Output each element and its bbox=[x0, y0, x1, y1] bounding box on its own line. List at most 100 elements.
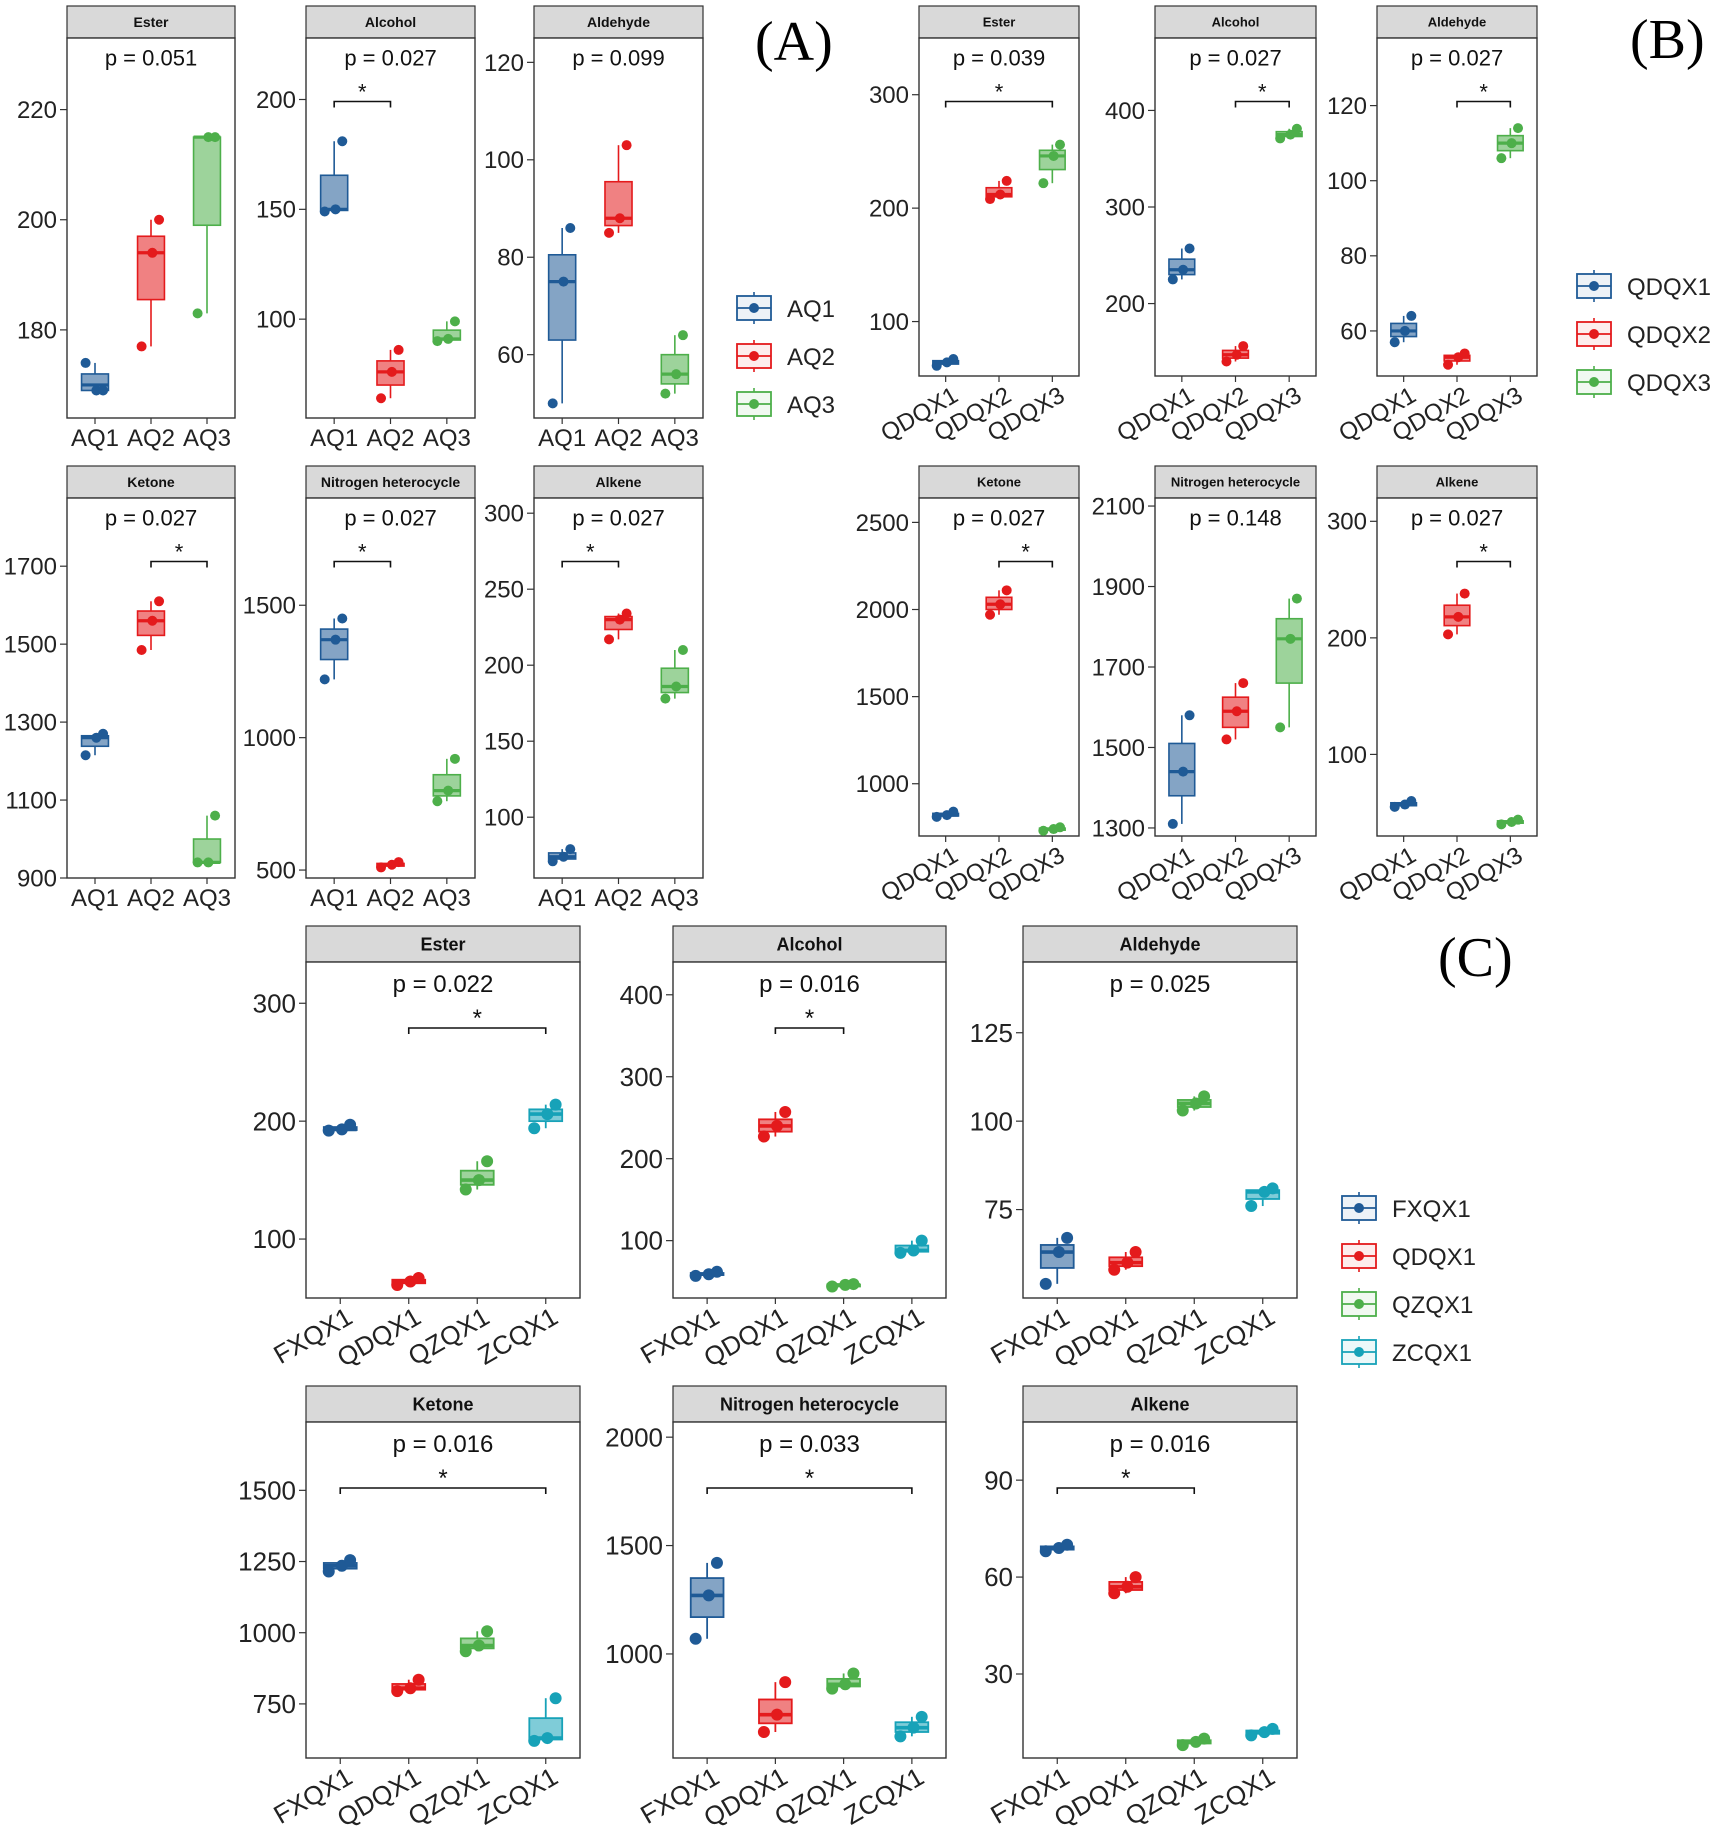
data-point bbox=[154, 214, 165, 225]
chart-a-alcohol-ytick-label: 100 bbox=[256, 307, 296, 334]
chart-c-alcohol-box-qdqx1 bbox=[757, 1105, 793, 1143]
chart-b-alcohol-panel bbox=[1154, 37, 1317, 377]
data-point bbox=[1459, 348, 1470, 359]
chart-b-ester-title: Ester bbox=[983, 15, 1016, 30]
chart-c-aldehyde-box-qzqx1 bbox=[1176, 1090, 1212, 1117]
data-point bbox=[565, 844, 576, 855]
data-point bbox=[1055, 139, 1066, 150]
chart-a-nitrogen-heterocycle-ytick-label: 1500 bbox=[243, 593, 296, 620]
data-point bbox=[1443, 359, 1454, 370]
chart-b-aldehyde-box-qdqx1 bbox=[1389, 310, 1418, 348]
chart-a-nitrogen-heterocycle-strip bbox=[305, 465, 476, 499]
chart-b-alcohol-sig-star: * bbox=[1258, 80, 1267, 105]
data-point bbox=[1001, 585, 1012, 596]
data-point bbox=[330, 634, 341, 645]
chart-a-nitrogen-heterocycle-xtick-label: AQ1 bbox=[310, 885, 358, 912]
chart-a-aldehyde-ytick-label: 60 bbox=[497, 342, 524, 369]
legend-label: AQ2 bbox=[787, 344, 835, 371]
legend-key-dot bbox=[1354, 1251, 1364, 1261]
data-point bbox=[404, 1682, 417, 1695]
chart-a-alkene-strip bbox=[533, 465, 704, 499]
data-point bbox=[1266, 1722, 1279, 1735]
data-point bbox=[604, 227, 615, 238]
chart-c-alkene-ytick-label: 60 bbox=[984, 1562, 1013, 1592]
data-point bbox=[432, 336, 443, 347]
chart-a-ester-xtick-label: AQ1 bbox=[71, 425, 119, 452]
chart-c-alkene-xtick-label: ZCQX1 bbox=[1190, 1761, 1280, 1830]
data-point bbox=[344, 1554, 357, 1567]
data-point bbox=[337, 613, 348, 624]
chart-c-alkene-p-value: p = 0.016 bbox=[1110, 1431, 1211, 1458]
chart-c-alcohol-p-value: p = 0.016 bbox=[759, 971, 860, 998]
chart-b-ester-sig-star: * bbox=[995, 80, 1004, 105]
chart-b-ketone-ytick-label: 2000 bbox=[856, 597, 909, 624]
data-point bbox=[1221, 356, 1232, 367]
legend-item-aq1: AQ1 bbox=[736, 292, 835, 324]
box-body bbox=[547, 253, 577, 341]
data-point bbox=[391, 1685, 404, 1698]
chart-a-alkene-ytick-label: 250 bbox=[484, 577, 524, 604]
legend-item-zcqx1: ZCQX1 bbox=[1341, 1336, 1472, 1368]
legend-key-dot bbox=[749, 399, 759, 409]
chart-b-aldehyde-sig-bracket bbox=[1456, 100, 1512, 108]
data-point bbox=[528, 1122, 541, 1135]
data-point bbox=[671, 681, 682, 692]
legend-key-dot bbox=[1589, 329, 1599, 339]
chart-a-nitrogen-heterocycle-sig-star: * bbox=[358, 540, 367, 565]
chart-b-alcohol-sig-bracket bbox=[1234, 100, 1290, 108]
chart-b-alcohol-p-value: p = 0.027 bbox=[1189, 46, 1281, 71]
chart-c-ester-title: Ester bbox=[420, 934, 465, 954]
data-point bbox=[1266, 1182, 1279, 1195]
data-point bbox=[1443, 629, 1454, 640]
chart-a-aldehyde-xtick-label: AQ1 bbox=[538, 425, 586, 452]
chart-b-ketone-box-qdqx3 bbox=[1038, 822, 1066, 836]
chart-c-ester-ytick-label: 200 bbox=[253, 1106, 296, 1136]
data-point bbox=[839, 1678, 852, 1691]
data-point bbox=[710, 1265, 723, 1278]
data-point bbox=[771, 1119, 784, 1132]
chart-a-alcohol-ytick-label: 150 bbox=[256, 197, 296, 224]
chart-c-alcohol-box-qzqx1 bbox=[826, 1278, 861, 1293]
chart-b-ester-sig-bracket bbox=[944, 100, 1054, 108]
data-point bbox=[147, 247, 158, 258]
chart-b-alcohol-box-qdqx1 bbox=[1167, 243, 1196, 285]
chart-a-aldehyde-box-aq2 bbox=[604, 140, 633, 238]
data-point bbox=[1245, 1200, 1258, 1213]
data-point bbox=[907, 1244, 920, 1257]
legend-label: AQ3 bbox=[787, 392, 835, 419]
data-point bbox=[614, 614, 625, 625]
chart-c-ester-box-fxqx1 bbox=[322, 1118, 358, 1137]
legend-key-dot bbox=[1354, 1299, 1364, 1309]
chart-c-nitrogen-heterocycle-ytick-label: 1000 bbox=[605, 1639, 663, 1669]
data-point bbox=[915, 1234, 928, 1247]
chart-b-alcohol-ytick-label: 400 bbox=[1105, 98, 1145, 125]
data-point bbox=[710, 1556, 723, 1569]
chart-a-aldehyde-xtick-label: AQ3 bbox=[651, 425, 699, 452]
legend-key-dot bbox=[1589, 377, 1599, 387]
chart-c-ketone-ytick-label: 1000 bbox=[238, 1618, 296, 1648]
chart-a-alcohol-box-aq1 bbox=[319, 136, 349, 217]
data-point bbox=[319, 206, 330, 217]
data-point bbox=[948, 353, 959, 364]
chart-a-aldehyde-box-aq1 bbox=[547, 223, 577, 409]
chart-a-alcohol-xtick-label: AQ3 bbox=[423, 425, 471, 452]
chart-c-ester-sig-star: * bbox=[473, 1005, 482, 1032]
chart-a-nitrogen-heterocycle-xtick-label: AQ2 bbox=[366, 885, 414, 912]
data-point bbox=[847, 1278, 860, 1291]
chart-b-ester-ytick-label: 100 bbox=[869, 309, 909, 336]
data-point bbox=[210, 132, 221, 143]
chart-c-aldehyde-box-fxqx1 bbox=[1039, 1231, 1075, 1290]
chart-c-alcohol-box-zcqx1 bbox=[894, 1234, 930, 1259]
legend-label: QDQX3 bbox=[1627, 370, 1711, 397]
chart-a-ester-title: Ester bbox=[133, 14, 169, 30]
data-point bbox=[192, 308, 203, 319]
data-point bbox=[98, 385, 109, 396]
chart-b-nitrogen-heterocycle-box-qdqx1 bbox=[1167, 710, 1196, 829]
data-point bbox=[393, 344, 404, 355]
data-point bbox=[1221, 734, 1232, 745]
chart-c-ketone-box-fxqx1 bbox=[322, 1554, 358, 1578]
